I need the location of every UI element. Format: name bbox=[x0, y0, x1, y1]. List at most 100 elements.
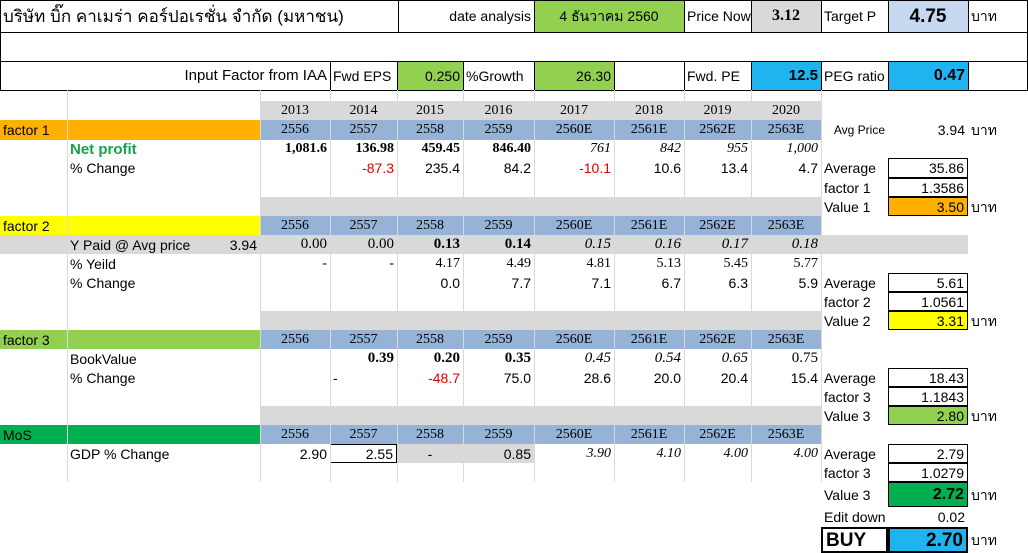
net-profit-3: 846.40 bbox=[492, 141, 532, 156]
buy-value: 2.70 bbox=[888, 527, 968, 553]
table-divider-5 bbox=[534, 90, 535, 482]
header-divider-4 bbox=[821, 0, 822, 32]
gdp-1: 2.55 bbox=[330, 444, 397, 463]
factor2-pct-change-0 bbox=[260, 273, 330, 292]
factor3-pct-change-label: % Change bbox=[70, 369, 136, 386]
header-divider-5 bbox=[888, 0, 889, 32]
factor1-separator bbox=[260, 197, 821, 216]
input-factor-label: Input Factor from IAA bbox=[184, 67, 327, 84]
net-profit-4: 761 bbox=[590, 141, 611, 156]
mos-value-unit: บาท bbox=[971, 486, 997, 503]
factor3-label: factor 3 bbox=[0, 330, 260, 349]
price-now-value[interactable]: 3.12 bbox=[751, 0, 821, 32]
net-profit-5: 842 bbox=[660, 141, 681, 156]
factor1-pct-change-2: 235.4 bbox=[424, 160, 460, 176]
factor2-year-3: 2559 bbox=[484, 217, 513, 233]
factor1-pct-change-6: 13.4 bbox=[720, 160, 748, 176]
factor1-value-unit: บาท bbox=[971, 198, 997, 215]
factor3-value-unit: บาท bbox=[971, 407, 997, 424]
factor1-year-0: 2556 bbox=[281, 122, 309, 137]
growth-value[interactable]: 26.30 bbox=[534, 61, 614, 90]
factor3-year-6: 2562E bbox=[699, 331, 736, 347]
mos-year-1: 2557 bbox=[349, 426, 378, 442]
input-divider-1 bbox=[397, 61, 398, 90]
factor3-pct-change-0 bbox=[260, 368, 330, 387]
table-divider-4 bbox=[463, 90, 464, 482]
bookvalue-0 bbox=[260, 349, 330, 368]
input-divider-9 bbox=[968, 61, 969, 90]
mos-label: MoS bbox=[0, 425, 260, 444]
table-divider-8 bbox=[751, 90, 752, 482]
factor1-label: factor 1 bbox=[0, 120, 260, 140]
factor1-years-band bbox=[260, 120, 821, 140]
factor1-average-value: 35.86 bbox=[888, 158, 968, 178]
y-paid-label: Y Paid @ Avg price bbox=[70, 236, 191, 253]
factor2-pct-change-4: 7.1 bbox=[591, 274, 611, 291]
mos-average-value: 2.79 bbox=[888, 444, 968, 463]
factor3-pct-change-1: - bbox=[333, 369, 338, 386]
factor3-year-0: 2556 bbox=[281, 331, 309, 347]
gdp-2: - bbox=[397, 444, 463, 463]
y-paid-avg-price: 3.94 bbox=[229, 236, 257, 253]
header-divider-1 bbox=[534, 0, 535, 32]
y-paid-3: 0.14 bbox=[504, 236, 531, 252]
factor1-year-6: 2562E bbox=[699, 122, 736, 137]
peg-ratio-value[interactable]: 0.47 bbox=[888, 61, 968, 90]
bookvalue-6: 0.65 bbox=[721, 350, 748, 366]
factor3-year-2: 2558 bbox=[416, 331, 444, 347]
yield-7: 5.77 bbox=[793, 255, 819, 271]
factor1-pct-change-3: 84.2 bbox=[503, 160, 531, 176]
date-analysis-value[interactable]: 4 ธันวาคม 2560 bbox=[534, 0, 684, 32]
table-divider-0 bbox=[67, 90, 68, 482]
factor3-factor-label: factor 3 bbox=[824, 388, 871, 405]
y-paid-0: 0.00 bbox=[300, 236, 327, 252]
factor3-pct-change-3: 75.0 bbox=[503, 369, 531, 386]
border-row1 bbox=[0, 61, 1028, 62]
factor1-pct-change-5: 10.6 bbox=[653, 160, 681, 176]
mos-value-label: Value 3 bbox=[824, 486, 871, 503]
bookvalue-4: 0.45 bbox=[584, 350, 611, 366]
factor1-factor-label: factor 1 bbox=[824, 179, 871, 196]
mos-year-5: 2561E bbox=[630, 426, 668, 442]
factor3-average-value: 18.43 bbox=[888, 368, 968, 387]
target-price-unit: บาท bbox=[971, 8, 997, 24]
factor2-pct-change-1 bbox=[330, 273, 397, 292]
peg-ratio-label: PEG ratio bbox=[824, 67, 885, 84]
yield-2: 4.17 bbox=[435, 255, 461, 271]
yield-5: 5.13 bbox=[656, 255, 682, 271]
price-now-label: Price Now bbox=[687, 8, 751, 24]
year-ad-1: 2014 bbox=[349, 102, 378, 118]
factor2-year-7: 2563E bbox=[767, 217, 805, 233]
mos-year-3: 2559 bbox=[484, 426, 513, 442]
factor2-year-0: 2556 bbox=[281, 217, 309, 233]
gdp-4: 3.90 bbox=[586, 445, 612, 461]
factor2-year-5: 2561E bbox=[630, 217, 668, 233]
factor1-value: 3.50 bbox=[888, 197, 968, 216]
factor1-average-label: Average bbox=[824, 160, 876, 176]
header-divider-0 bbox=[398, 0, 399, 32]
gdp-7: 4.00 bbox=[793, 445, 819, 461]
input-divider-6 bbox=[751, 61, 752, 90]
target-price-value[interactable]: 4.75 bbox=[888, 0, 968, 32]
fwd-pe-value[interactable]: 12.5 bbox=[751, 61, 821, 90]
factor1-year-4: 2560E bbox=[555, 122, 593, 137]
y-paid-5: 0.16 bbox=[654, 236, 681, 252]
y-paid-1: 0.00 bbox=[367, 236, 394, 252]
factor1-value-label: Value 1 bbox=[824, 198, 871, 215]
yield-4: 4.81 bbox=[586, 255, 612, 271]
factor3-year-3: 2559 bbox=[484, 331, 513, 347]
factor2-factor-value: 1.0561 bbox=[888, 292, 968, 311]
date-analysis-label: date analysis bbox=[449, 8, 531, 24]
year-ad-4: 2017 bbox=[560, 102, 588, 118]
year-ad-7: 2020 bbox=[772, 102, 800, 118]
factor3-year-7: 2563E bbox=[767, 331, 805, 347]
border-row0 bbox=[0, 32, 1028, 33]
table-divider-2 bbox=[330, 90, 331, 482]
yield-0: - bbox=[322, 255, 327, 271]
factor2-pct-change-3: 7.7 bbox=[511, 274, 531, 291]
bookvalue-7: 0.75 bbox=[791, 350, 818, 366]
table-divider-9 bbox=[821, 90, 822, 482]
year-ad-0: 2013 bbox=[281, 102, 309, 118]
factor3-separator bbox=[260, 406, 821, 425]
fwd-eps-value[interactable]: 0.250 bbox=[397, 61, 463, 90]
